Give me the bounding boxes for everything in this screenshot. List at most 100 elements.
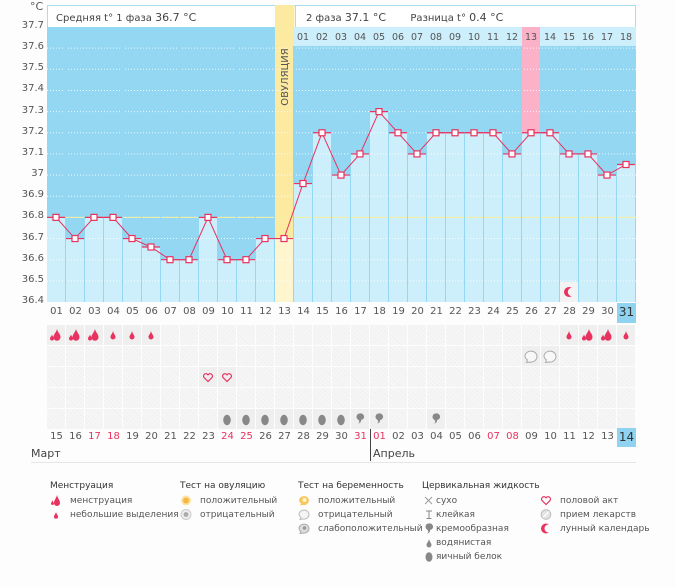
pregnancy-cell[interactable]: [294, 346, 312, 366]
empty-cell[interactable]: [199, 388, 217, 408]
empty-cell[interactable]: [256, 388, 274, 408]
date-label[interactable]: 29: [316, 431, 329, 442]
pregnancy-cell[interactable]: [446, 346, 464, 366]
fluid-cell[interactable]: [408, 409, 426, 429]
pregnancy-cell[interactable]: [484, 346, 502, 366]
fluid-cell[interactable]: [85, 409, 103, 429]
date-label[interactable]: 08: [506, 431, 519, 442]
menstruation-cell[interactable]: [560, 325, 578, 345]
pregnancy-cell[interactable]: [598, 346, 616, 366]
pregnancy-cell[interactable]: [522, 346, 540, 366]
pregnancy-cell[interactable]: [85, 346, 103, 366]
menstruation-cell[interactable]: [617, 325, 635, 345]
empty-cell[interactable]: [370, 367, 388, 387]
empty-cell[interactable]: [313, 367, 331, 387]
date-label[interactable]: 04: [430, 431, 443, 442]
empty-cell[interactable]: [370, 388, 388, 408]
pregnancy-cell[interactable]: [180, 346, 198, 366]
date-label[interactable]: 09: [525, 431, 538, 442]
pregnancy-cell[interactable]: [389, 346, 407, 366]
empty-cell[interactable]: [237, 388, 255, 408]
empty-cell[interactable]: [560, 367, 578, 387]
fluid-cell[interactable]: [218, 409, 236, 429]
empty-cell[interactable]: [541, 367, 559, 387]
empty-cell[interactable]: [161, 388, 179, 408]
pregnancy-cell[interactable]: [47, 346, 65, 366]
date-label[interactable]: 17: [88, 431, 101, 442]
empty-cell[interactable]: [427, 367, 445, 387]
menstruation-cell[interactable]: [123, 325, 141, 345]
date-label[interactable]: 06: [468, 431, 481, 442]
pregnancy-cell[interactable]: [427, 346, 445, 366]
date-label[interactable]: 30: [335, 431, 348, 442]
empty-cell[interactable]: [142, 388, 160, 408]
empty-cell[interactable]: [237, 367, 255, 387]
empty-cell[interactable]: [541, 388, 559, 408]
empty-cell[interactable]: [484, 388, 502, 408]
menstruation-cell[interactable]: [313, 325, 331, 345]
fluid-cell[interactable]: [484, 409, 502, 429]
date-label[interactable]: 18: [107, 431, 120, 442]
menstruation-cell[interactable]: [85, 325, 103, 345]
pregnancy-cell[interactable]: [541, 346, 559, 366]
fluid-cell[interactable]: [370, 409, 388, 429]
menstruation-cell[interactable]: [161, 325, 179, 345]
fluid-cell[interactable]: [332, 409, 350, 429]
menstruation-cell[interactable]: [47, 325, 65, 345]
menstruation-cell[interactable]: [408, 325, 426, 345]
empty-cell[interactable]: [579, 367, 597, 387]
pregnancy-cell[interactable]: [560, 346, 578, 366]
date-label[interactable]: 11: [563, 431, 576, 442]
fluid-cell[interactable]: [161, 409, 179, 429]
menstruation-cell[interactable]: [256, 325, 274, 345]
empty-cell[interactable]: [275, 388, 293, 408]
empty-cell[interactable]: [446, 388, 464, 408]
empty-cell[interactable]: [351, 367, 369, 387]
menstruation-cell[interactable]: [199, 325, 217, 345]
fluid-cell[interactable]: [256, 409, 274, 429]
empty-cell[interactable]: [484, 367, 502, 387]
fluid-cell[interactable]: [294, 409, 312, 429]
menstruation-cell[interactable]: [598, 325, 616, 345]
empty-cell[interactable]: [408, 367, 426, 387]
pregnancy-cell[interactable]: [579, 346, 597, 366]
menstruation-cell[interactable]: [427, 325, 445, 345]
menstruation-cell[interactable]: [370, 325, 388, 345]
menstruation-cell[interactable]: [503, 325, 521, 345]
date-label[interactable]: 07: [487, 431, 500, 442]
empty-cell[interactable]: [142, 367, 160, 387]
pregnancy-cell[interactable]: [123, 346, 141, 366]
fluid-cell[interactable]: [560, 409, 578, 429]
menstruation-cell[interactable]: [541, 325, 559, 345]
empty-cell[interactable]: [256, 367, 274, 387]
empty-cell[interactable]: [465, 388, 483, 408]
pregnancy-cell[interactable]: [218, 346, 236, 366]
menstruation-cell[interactable]: [218, 325, 236, 345]
menstruation-cell[interactable]: [275, 325, 293, 345]
empty-cell[interactable]: [522, 388, 540, 408]
fluid-cell[interactable]: [465, 409, 483, 429]
empty-cell[interactable]: [408, 388, 426, 408]
empty-cell[interactable]: [313, 388, 331, 408]
pregnancy-cell[interactable]: [503, 346, 521, 366]
empty-cell[interactable]: [598, 367, 616, 387]
fluid-cell[interactable]: [123, 409, 141, 429]
empty-cell[interactable]: [218, 388, 236, 408]
menstruation-cell[interactable]: [446, 325, 464, 345]
pregnancy-cell[interactable]: [351, 346, 369, 366]
date-label[interactable]: 15: [50, 431, 63, 442]
menstruation-cell[interactable]: [66, 325, 84, 345]
fluid-cell[interactable]: [522, 409, 540, 429]
empty-cell[interactable]: [617, 367, 635, 387]
pregnancy-cell[interactable]: [332, 346, 350, 366]
fluid-cell[interactable]: [275, 409, 293, 429]
menstruation-cell[interactable]: [237, 325, 255, 345]
fluid-cell[interactable]: [617, 409, 635, 429]
date-label[interactable]: 28: [297, 431, 310, 442]
empty-cell[interactable]: [560, 388, 578, 408]
fluid-cell[interactable]: [237, 409, 255, 429]
menstruation-cell[interactable]: [579, 325, 597, 345]
empty-cell[interactable]: [294, 367, 312, 387]
pregnancy-cell[interactable]: [256, 346, 274, 366]
menstruation-cell[interactable]: [180, 325, 198, 345]
